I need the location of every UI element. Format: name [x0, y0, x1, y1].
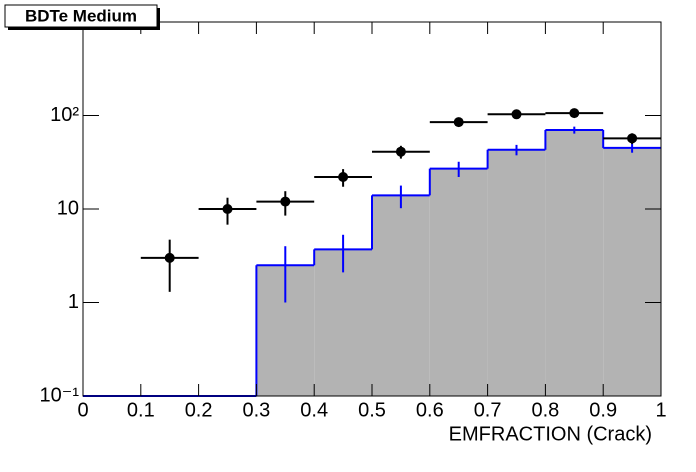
data-point — [627, 133, 638, 144]
x-tick-label: 0.4 — [300, 399, 328, 421]
hist-bar — [372, 195, 430, 396]
hist-bar — [314, 249, 372, 396]
data-point — [338, 171, 349, 182]
x-axis-label: EMFRACTION (Crack) — [449, 423, 652, 445]
x-tick-label: 0.3 — [242, 399, 270, 421]
data-point — [569, 108, 580, 119]
y-tick-label: 10² — [50, 104, 79, 126]
title-box — [4, 4, 158, 28]
hist-bar — [545, 129, 604, 396]
y-tick-label: 10 — [57, 197, 79, 219]
x-tick-label: 0.2 — [185, 399, 213, 421]
data-point — [395, 146, 406, 157]
data-point — [511, 109, 522, 120]
x-tick-label: 0 — [77, 399, 88, 421]
plot-area — [83, 108, 661, 397]
x-tick-label: 0.6 — [416, 399, 444, 421]
axes: 00.10.20.30.40.50.60.70.80.9110⁻¹11010²1… — [40, 10, 667, 421]
x-tick-label: 0.8 — [531, 399, 559, 421]
x-tick-label: 1 — [655, 399, 666, 421]
y-tick-label: 1 — [68, 291, 79, 313]
data-point — [280, 196, 291, 207]
data-point — [164, 252, 175, 263]
x-tick-label: 0.5 — [358, 399, 386, 421]
hist-bar — [487, 149, 546, 396]
x-tick-label: 0.9 — [589, 399, 617, 421]
data-point — [222, 204, 233, 214]
data-point — [453, 117, 464, 128]
x-tick-label: 0.7 — [474, 399, 502, 421]
hist-bar — [603, 147, 661, 396]
x-tick-label: 0.1 — [127, 399, 155, 421]
chart-title: BDTe Medium — [25, 6, 137, 25]
y-tick-label: 10⁻¹ — [40, 384, 80, 406]
hist-bar — [429, 168, 488, 396]
